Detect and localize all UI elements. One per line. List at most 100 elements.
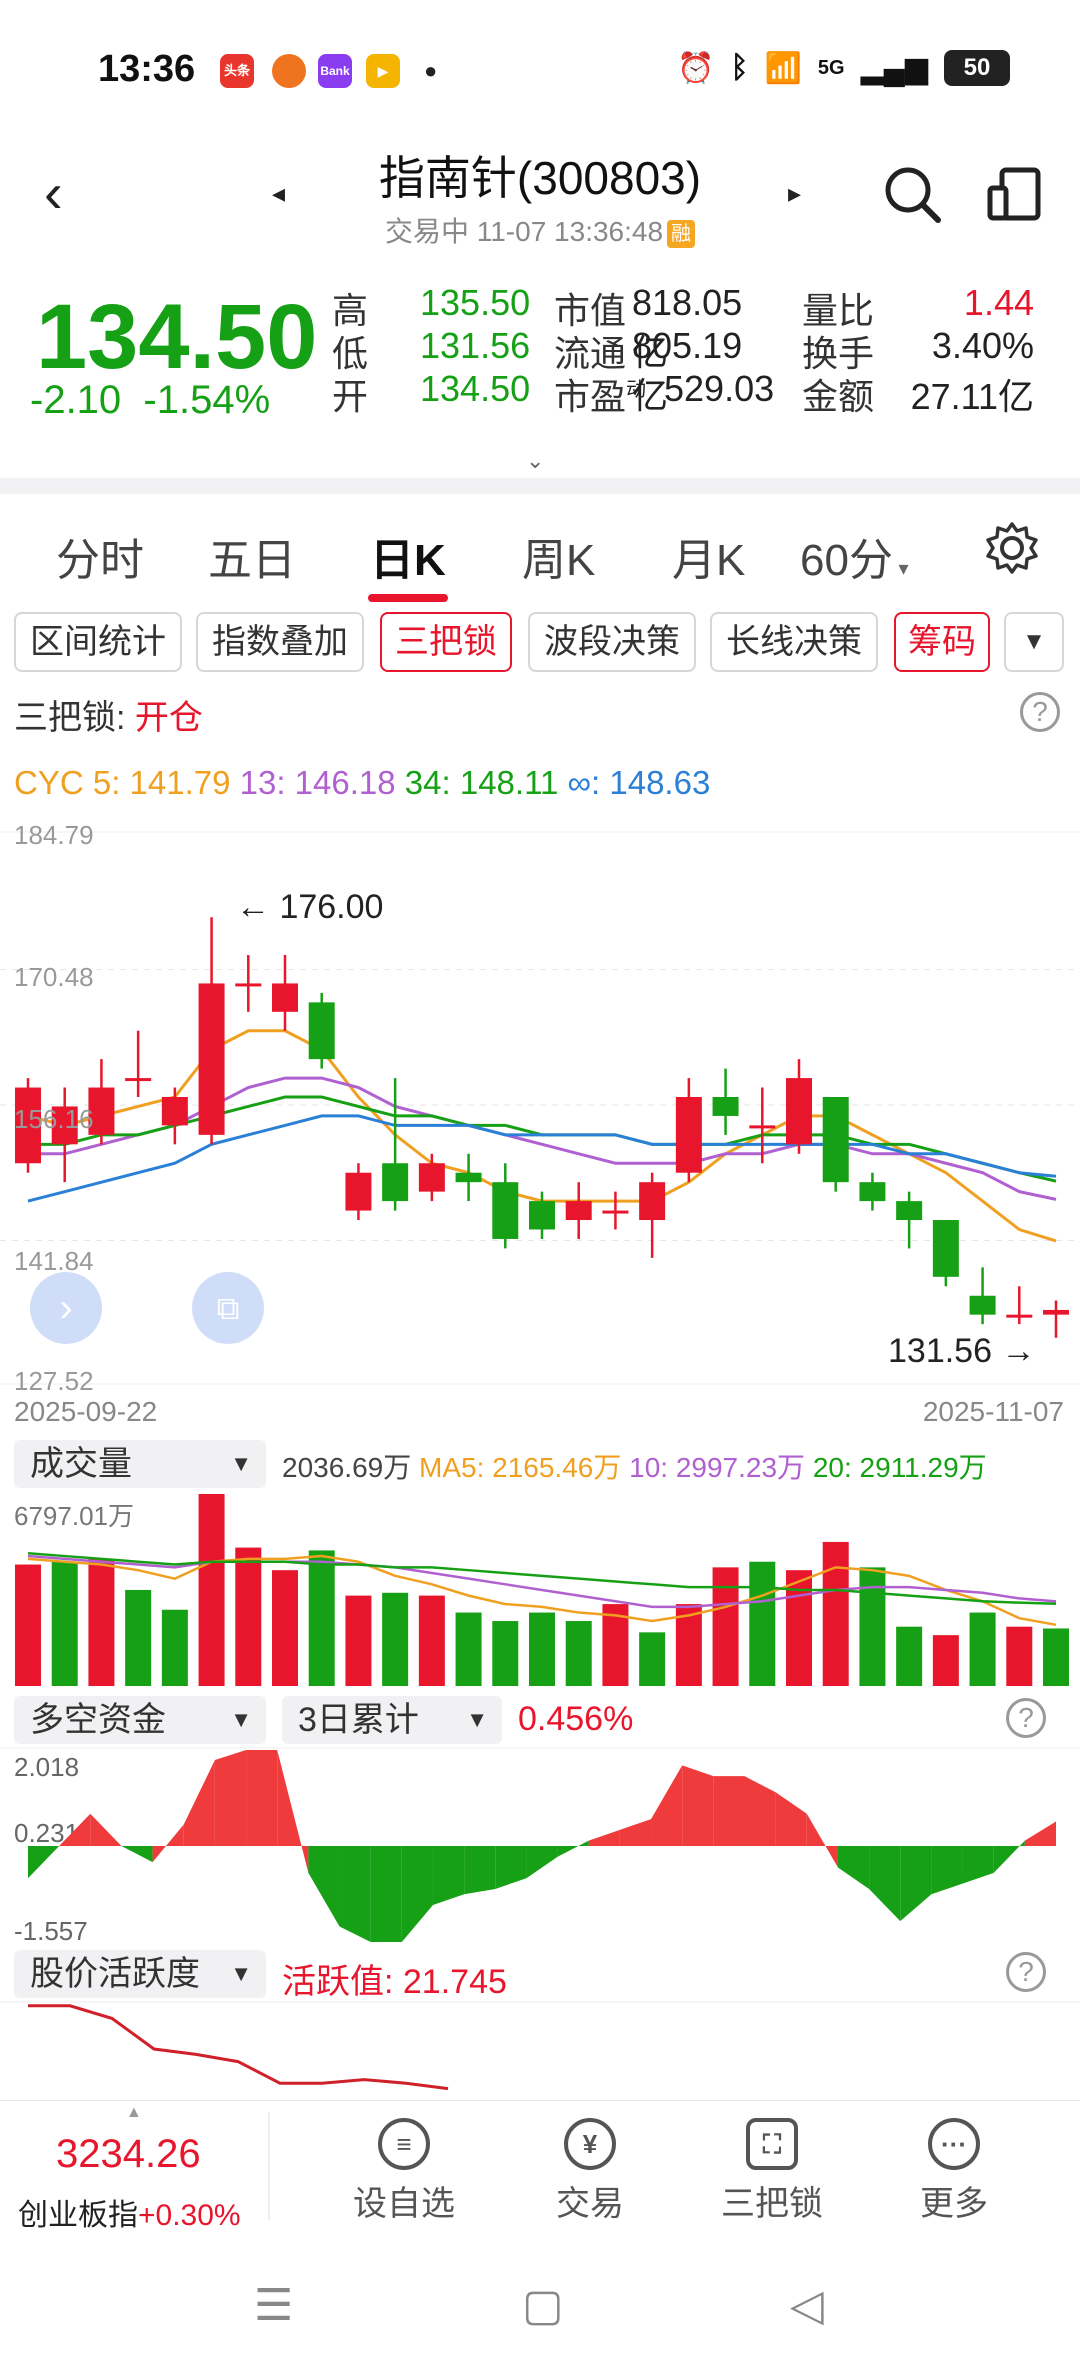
tab-five-day[interactable]: 五日 — [208, 536, 296, 585]
cyc13-label: 13: 146.18 — [239, 764, 396, 801]
tool-index-overlay[interactable]: 指数叠加 — [196, 612, 364, 672]
candle-body — [932, 1220, 959, 1277]
signal-icon: ▂▄▆ — [860, 51, 928, 85]
cyc-legend: CYC 5: 141.79 13: 146.18 34: 148.11 ∞: 1… — [14, 764, 710, 802]
activity-help-icon[interactable]: ? — [1006, 1952, 1046, 1992]
fund-area — [308, 1845, 340, 1927]
back-icon[interactable]: ‹ — [44, 161, 63, 224]
expand-chevron-icon[interactable]: › — [30, 1272, 102, 1344]
volume-bar — [1006, 1626, 1033, 1686]
tab-timeshare[interactable]: 分时 — [56, 536, 144, 585]
low-annotation-value: 131.56 — [888, 1332, 992, 1370]
tab-60min[interactable]: 60分 ▾ — [800, 524, 909, 588]
bottom-nav — [0, 2100, 1080, 2240]
y-label-max: 184.79 — [14, 820, 94, 850]
volume-selector-label: 成交量 — [30, 1445, 132, 1483]
menu-icon[interactable]: ☰ — [254, 2281, 294, 2330]
landscape-icon[interactable] — [984, 162, 1048, 226]
lock-icon: ⛶ — [746, 2118, 798, 2170]
fund-selector-label: 多空资金 — [30, 1701, 166, 1739]
high-value: 135.50 — [420, 282, 531, 323]
candle-body — [235, 983, 262, 987]
tools-more-icon[interactable]: ▼ — [1004, 612, 1064, 672]
chart-landscape-icon[interactable]: ⧉ — [192, 1272, 264, 1344]
volume-bar — [382, 1592, 409, 1686]
fund-help-icon[interactable]: ? — [1006, 1698, 1046, 1738]
volume-ratio-value: 1.44 — [963, 282, 1034, 323]
candle-body — [822, 1097, 849, 1183]
gear-icon[interactable] — [984, 520, 1040, 576]
index-info[interactable]: 创业板指+0.30% — [18, 2190, 241, 2234]
candle-body — [896, 1201, 923, 1221]
fund-period-selector[interactable]: 3日累计 ▼ — [282, 1696, 502, 1744]
candle-body — [345, 1172, 372, 1211]
fund-area — [152, 1824, 184, 1863]
candle-body — [492, 1182, 519, 1239]
nav-watchlist[interactable]: ≡ 设自选 — [334, 2118, 474, 2225]
expand-icon[interactable]: ⌄ — [526, 448, 545, 473]
tab-week-k[interactable]: 周K — [522, 536, 596, 585]
search-icon[interactable] — [880, 162, 944, 226]
date-end: 2025-11-07 — [922, 1396, 1064, 1427]
activity-selector[interactable]: 股价活跃度 ▼ — [14, 1950, 266, 1998]
volume-bar — [565, 1621, 592, 1686]
nav-more[interactable]: ··· 更多 — [884, 2118, 1024, 2225]
tool-long-decision[interactable]: 长线决策 — [710, 612, 878, 672]
volume-bar — [198, 1494, 225, 1686]
fund-area — [837, 1845, 870, 1889]
nav-three-locks[interactable]: ⛶ 三把锁 — [702, 2118, 842, 2225]
volume-bar — [749, 1561, 776, 1686]
volume-ma-20 — [27, 1551, 1057, 1606]
nav-trade[interactable]: ¥ 交易 — [520, 2118, 660, 2225]
candle-body — [639, 1182, 666, 1221]
index-value[interactable]: 3234.26 — [56, 2132, 201, 2176]
fund-selector[interactable]: 多空资金 ▼ — [14, 1696, 266, 1744]
activity-chart[interactable] — [0, 2000, 1080, 2100]
candle-body — [455, 1172, 482, 1183]
nav-three-locks-label: 三把锁 — [721, 2185, 823, 2223]
candle-body — [418, 1163, 445, 1192]
back-nav-icon[interactable]: ◁ — [790, 2281, 824, 2330]
volume-chart[interactable] — [0, 1490, 1080, 1690]
fund-area — [464, 1845, 496, 1895]
turnover-value: 3.40% — [931, 325, 1034, 366]
volume-bar — [125, 1589, 152, 1686]
next-stock-icon[interactable]: ▸ — [788, 178, 802, 208]
kline-chart[interactable] — [0, 820, 1080, 1390]
active-tab-indicator — [368, 594, 448, 602]
fund-area — [401, 1845, 433, 1942]
weibo-icon — [272, 54, 306, 88]
fund-area — [59, 1813, 91, 1846]
candle-body — [786, 1078, 812, 1145]
fund-area — [651, 1765, 683, 1846]
tool-three-locks[interactable]: 三把锁 — [380, 612, 512, 672]
fund-area — [214, 1750, 247, 1846]
candle-body — [675, 1097, 702, 1173]
cyc5-label: CYC 5: 141.79 — [14, 764, 231, 801]
chevron-down-icon: ▾ — [892, 558, 909, 580]
help-icon[interactable]: ? — [1020, 692, 1060, 732]
fund-area — [557, 1840, 589, 1857]
price-change: -2.10 -1.54% — [30, 378, 270, 423]
volume-selector[interactable]: 成交量 ▼ — [14, 1440, 266, 1488]
nav-divider — [268, 2112, 270, 2220]
tool-chips[interactable]: 筹码 — [894, 612, 990, 672]
tab-60min-label: 60分 — [800, 536, 893, 585]
prev-stock-icon[interactable]: ◂ — [272, 178, 286, 208]
low-label: 低 — [332, 333, 369, 374]
home-icon[interactable]: ▢ — [522, 2281, 564, 2330]
fund-area — [588, 1829, 620, 1846]
tab-month-k[interactable]: 月K — [672, 536, 746, 585]
volume-current: 2036.69万 — [282, 1452, 412, 1483]
quote-col-1: 高 135.50 低 131.56 开 134.50 — [332, 282, 530, 417]
caret-up-icon: ▲ — [126, 2104, 142, 2121]
fund-area — [1024, 1821, 1056, 1846]
more-icon: ··· — [928, 2118, 980, 2170]
tool-range-stats[interactable]: 区间统计 — [14, 612, 182, 672]
volume-bar — [639, 1632, 666, 1686]
fund-chart[interactable] — [0, 1746, 1080, 1946]
tool-wave-decision[interactable]: 波段决策 — [528, 612, 696, 672]
status-time: 13:36 — [98, 48, 196, 90]
tab-day-k[interactable]: 日K — [370, 536, 446, 585]
volume-bar — [786, 1570, 812, 1686]
